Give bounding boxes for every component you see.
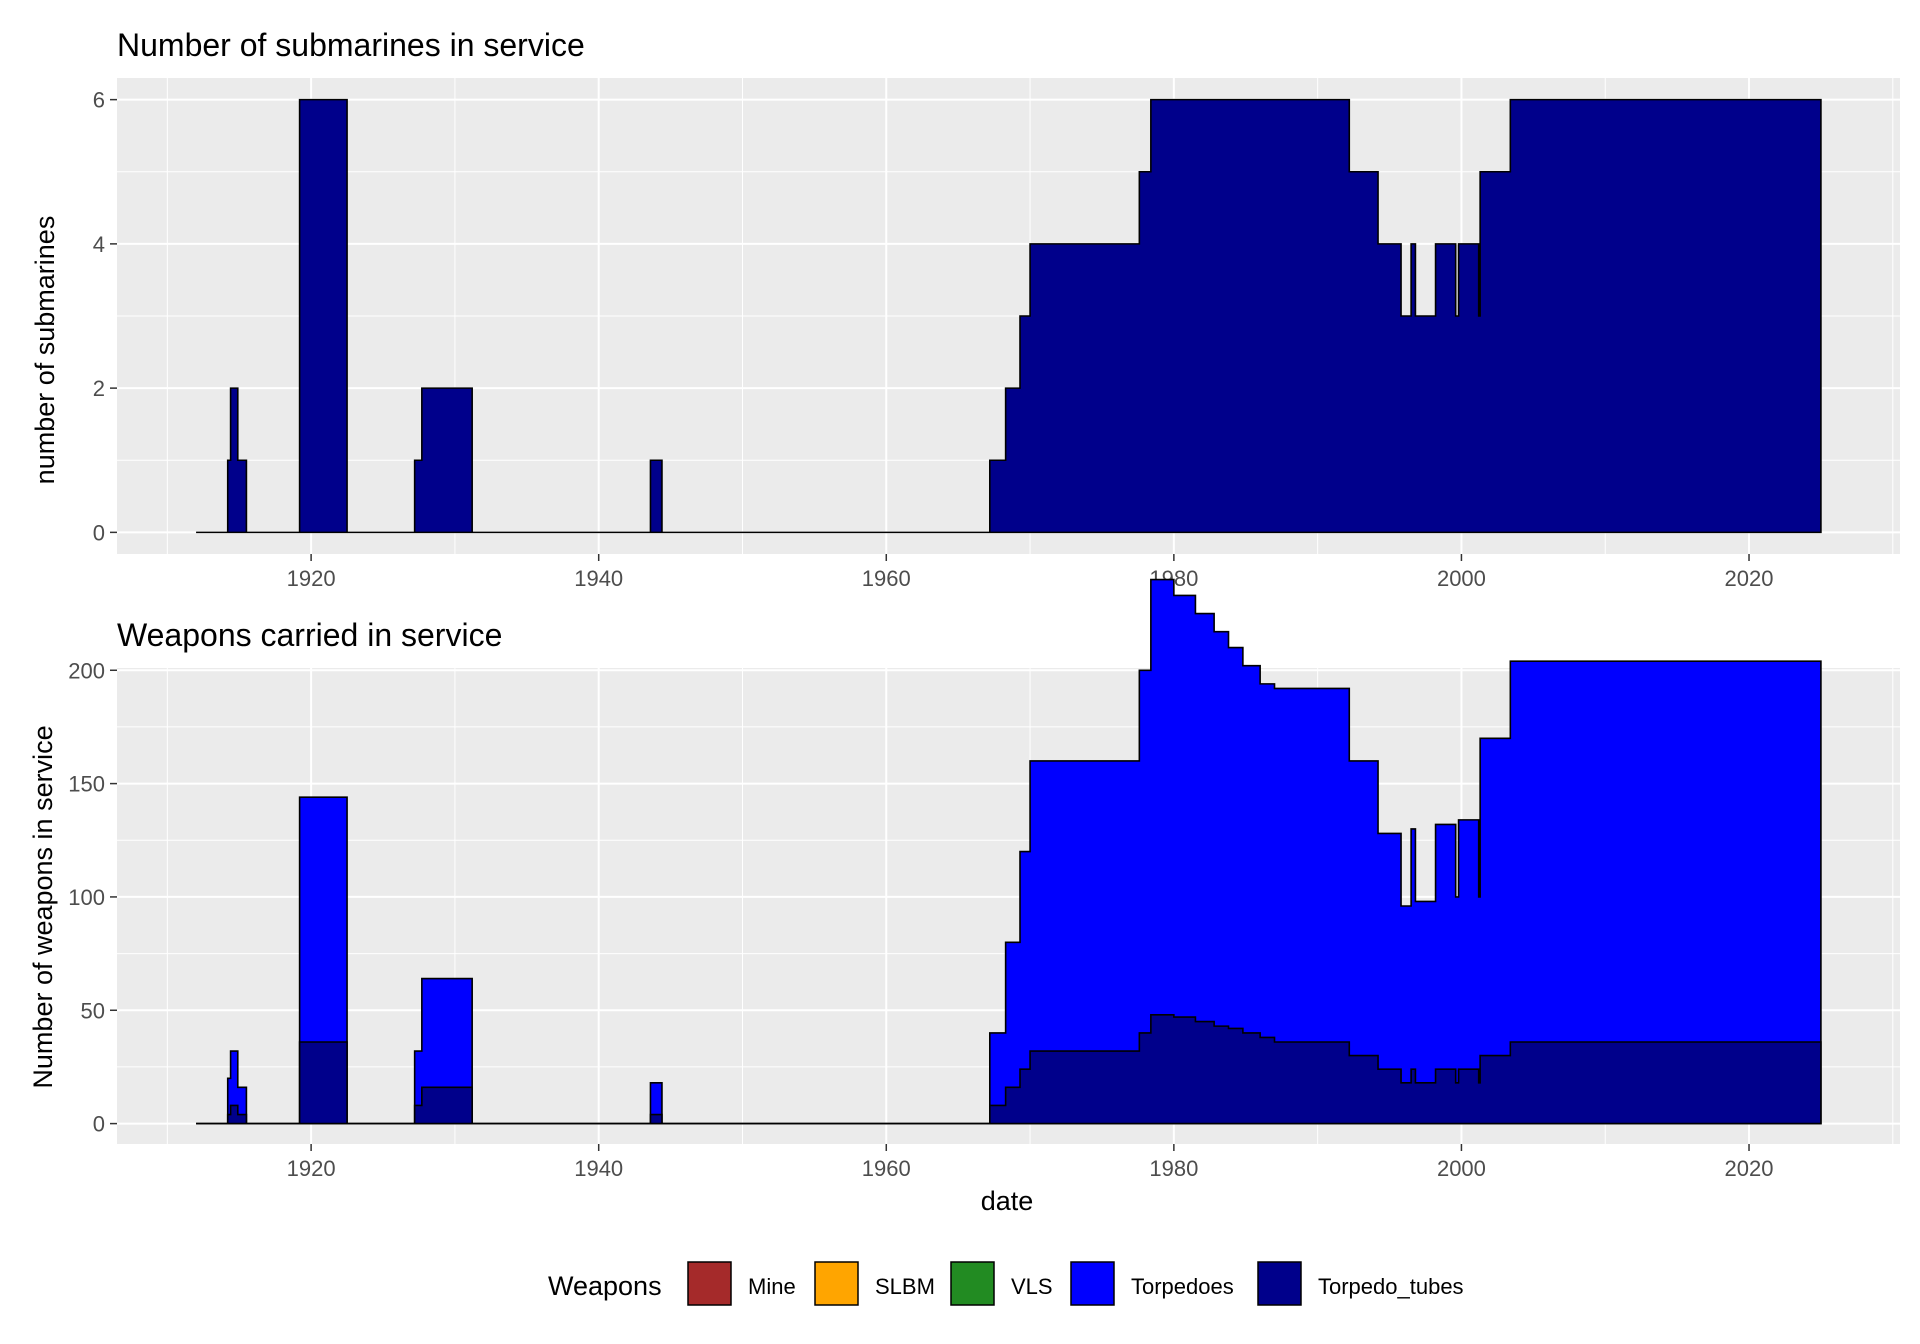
legend-label: Torpedo_tubes [1318, 1274, 1464, 1299]
x-tick-label: 1920 [287, 1156, 336, 1181]
x-tick-label: 1940 [574, 566, 623, 591]
legend-label: VLS [1011, 1274, 1053, 1299]
legend-label: Torpedoes [1131, 1274, 1234, 1299]
y-tick-label: 2 [93, 376, 105, 401]
x-tick-label: 2020 [1725, 1156, 1774, 1181]
area-torpedo-tubes [196, 98, 1822, 534]
x-tick-label: 1940 [574, 1156, 623, 1181]
series-areas [196, 98, 1822, 534]
axis-ticks: 1920 1940 1960 1980 2000 2020 0 50 100 150 200 [68, 658, 1773, 1181]
x-tick-label: 1960 [862, 566, 911, 591]
y-tick-label: 0 [93, 1112, 105, 1137]
x-tick-label: 2000 [1437, 566, 1486, 591]
x-tick-label: 2000 [1437, 1156, 1486, 1181]
legend-key-vls [950, 1261, 995, 1306]
legend-key-mine [687, 1261, 732, 1306]
y-tick-label: 6 [93, 88, 105, 113]
y-tick-label: 150 [68, 772, 105, 797]
legend-label: Mine [748, 1274, 796, 1299]
chart-title: Number of submarines in service [117, 27, 585, 63]
x-tick-label: 1920 [287, 566, 336, 591]
y-tick-label: 50 [81, 998, 105, 1023]
submarines-panel: Number of submarines in service 1920 1940… [30, 27, 1900, 591]
x-tick-label: 1960 [862, 1156, 911, 1181]
series-areas [196, 578, 1822, 1125]
y-axis-title: Number of weapons in service [28, 725, 58, 1088]
y-tick-label: 200 [68, 658, 105, 683]
y-axis-title: number of submarines [30, 216, 60, 485]
legend: Weapons Mine SLBM VLS Torpedoes Torpedo_tube… [548, 1261, 1464, 1306]
legend-key-torpedoes [1070, 1261, 1115, 1306]
y-tick-label: 100 [68, 885, 105, 910]
x-tick-label: 2020 [1725, 566, 1774, 591]
legend-key-torpedo-tubes [1257, 1261, 1302, 1306]
y-tick-label: 0 [93, 520, 105, 545]
x-axis-title: date [981, 1186, 1034, 1216]
legend-title: Weapons [548, 1271, 662, 1301]
chart-title: Weapons carried in service [117, 617, 502, 653]
legend-label: SLBM [875, 1274, 935, 1299]
area-torpedo-tubes [196, 1014, 1822, 1125]
y-tick-label: 4 [93, 232, 105, 257]
legend-key-slbm [814, 1261, 859, 1306]
x-tick-label: 1980 [1149, 1156, 1198, 1181]
weapons-panel: Weapons carried in service 1920 1940 1960 1… [28, 578, 1900, 1216]
legend-items: Mine SLBM VLS Torpedoes Torpedo_tubes [687, 1261, 1464, 1306]
